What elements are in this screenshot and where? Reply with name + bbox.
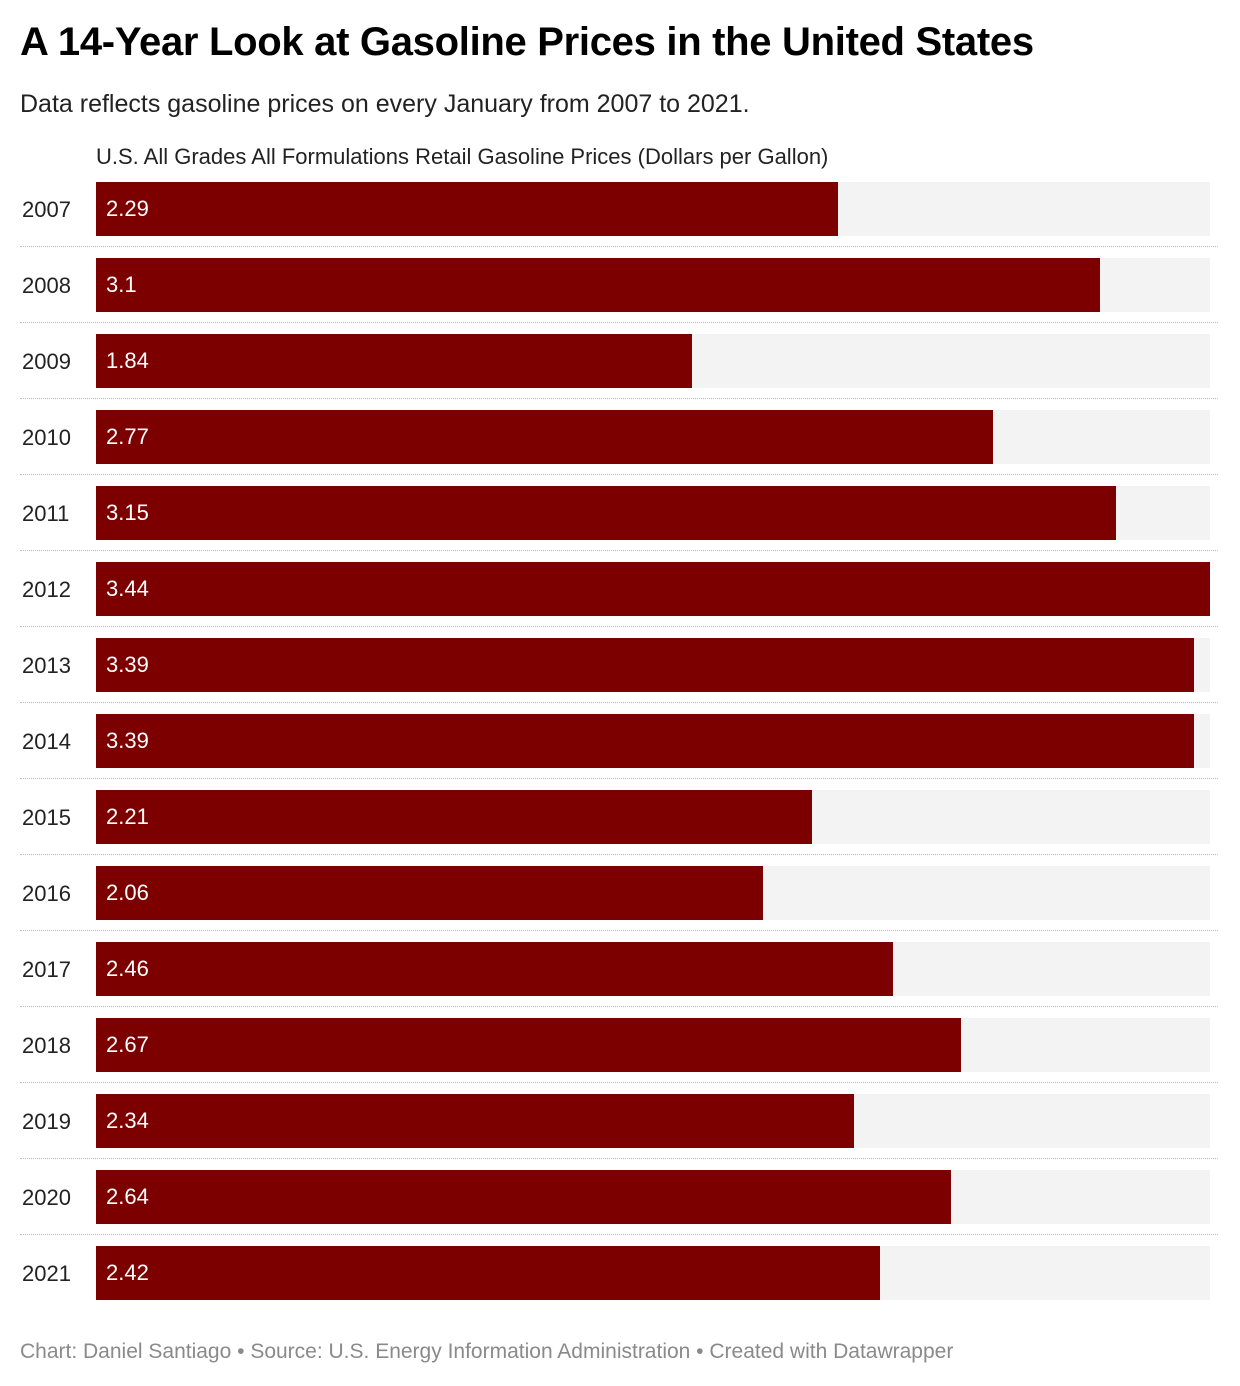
bar: 2.06 [96, 866, 763, 920]
bar-value-label: 2.46 [106, 956, 149, 981]
row-separator [20, 702, 1218, 703]
chart-footer: Chart: Daniel Santiago • Source: U.S. En… [20, 1340, 954, 1363]
bar: 2.77 [96, 410, 993, 464]
bar-value-label: 3.15 [106, 500, 149, 525]
bar: 3.44 [96, 562, 1210, 616]
year-label: 2019 [22, 1109, 71, 1134]
bar: 2.46 [96, 942, 893, 996]
row-separator [20, 398, 1218, 399]
bar: 2.42 [96, 1246, 880, 1300]
year-label: 2011 [22, 501, 70, 526]
bar-row-2019: 2019 2.34 [0, 1094, 1240, 1170]
bar-value-label: 3.39 [106, 728, 149, 753]
bar-track: 1.84 [96, 334, 1210, 388]
bar-value-label: 2.67 [106, 1032, 149, 1057]
bar-track: 2.42 [96, 1246, 1210, 1300]
bar: 3.39 [96, 638, 1194, 692]
chart-subtitle: Data reflects gasoline prices on every J… [20, 90, 750, 118]
row-separator [20, 778, 1218, 779]
year-label: 2007 [22, 197, 71, 222]
year-label: 2013 [22, 653, 71, 678]
bar-track: 3.15 [96, 486, 1210, 540]
bar-track: 3.39 [96, 638, 1210, 692]
bar: 2.67 [96, 1018, 961, 1072]
year-label: 2020 [22, 1185, 71, 1210]
bar-track: 2.67 [96, 1018, 1210, 1072]
bar: 3.1 [96, 258, 1100, 312]
year-label: 2016 [22, 881, 71, 906]
year-label: 2018 [22, 1033, 71, 1058]
bar: 2.64 [96, 1170, 951, 1224]
row-separator [20, 930, 1218, 931]
bar-value-label: 2.64 [106, 1184, 149, 1209]
row-separator [20, 246, 1218, 247]
row-separator [20, 474, 1218, 475]
bar-track: 2.46 [96, 942, 1210, 996]
bar-row-2017: 2017 2.46 [0, 942, 1240, 1018]
year-label: 2009 [22, 349, 71, 374]
bar-value-label: 2.21 [106, 804, 149, 829]
row-separator [20, 1006, 1218, 1007]
bar-track: 2.77 [96, 410, 1210, 464]
bar-value-label: 2.34 [106, 1108, 149, 1133]
bar-value-label: 2.29 [106, 196, 149, 221]
bar-row-2012: 2012 3.44 [0, 562, 1240, 638]
row-separator [20, 626, 1218, 627]
bar-track: 3.1 [96, 258, 1210, 312]
bar-track: 2.21 [96, 790, 1210, 844]
bar: 3.15 [96, 486, 1116, 540]
bar-row-2015: 2015 2.21 [0, 790, 1240, 866]
bar-track: 2.64 [96, 1170, 1210, 1224]
bar: 1.84 [96, 334, 692, 388]
bar: 2.34 [96, 1094, 854, 1148]
bar: 2.21 [96, 790, 812, 844]
bar-row-2011: 2011 3.15 [0, 486, 1240, 562]
bar-value-label: 3.39 [106, 652, 149, 677]
bar-row-2018: 2018 2.67 [0, 1018, 1240, 1094]
bar-row-2010: 2010 2.77 [0, 410, 1240, 486]
year-label: 2015 [22, 805, 71, 830]
row-separator [20, 322, 1218, 323]
row-separator [20, 1234, 1218, 1235]
bar: 3.39 [96, 714, 1194, 768]
bar-track: 2.29 [96, 182, 1210, 236]
bar-track: 3.44 [96, 562, 1210, 616]
bar-value-label: 2.77 [106, 424, 149, 449]
bar-value-label: 3.44 [106, 576, 149, 601]
year-label: 2021 [22, 1261, 71, 1286]
bar-row-2021: 2021 2.42 [0, 1246, 1240, 1322]
bar-value-label: 2.06 [106, 880, 149, 905]
row-separator [20, 1158, 1218, 1159]
column-header: U.S. All Grades All Formulations Retail … [96, 144, 829, 169]
bar-row-2009: 2009 1.84 [0, 334, 1240, 410]
bar-row-2016: 2016 2.06 [0, 866, 1240, 942]
bar-row-2013: 2013 3.39 [0, 638, 1240, 714]
bar-row-2014: 2014 3.39 [0, 714, 1240, 790]
bar-row-2008: 2008 3.1 [0, 258, 1240, 334]
year-label: 2012 [22, 577, 71, 602]
row-separator [20, 1082, 1218, 1083]
year-label: 2008 [22, 273, 71, 298]
bar-track: 2.34 [96, 1094, 1210, 1148]
row-separator [20, 854, 1218, 855]
bar: 2.29 [96, 182, 838, 236]
year-label: 2010 [22, 425, 71, 450]
bar-track: 2.06 [96, 866, 1210, 920]
bar-row-2020: 2020 2.64 [0, 1170, 1240, 1246]
bar-value-label: 2.42 [106, 1260, 149, 1285]
year-label: 2017 [22, 957, 71, 982]
bar-value-label: 1.84 [106, 348, 149, 373]
bar-row-2007: 2007 2.29 [0, 182, 1240, 258]
chart-title: A 14-Year Look at Gasoline Prices in the… [20, 20, 1034, 64]
year-label: 2014 [22, 729, 71, 754]
bar-track: 3.39 [96, 714, 1210, 768]
row-separator [20, 550, 1218, 551]
bar-value-label: 3.1 [106, 272, 137, 297]
